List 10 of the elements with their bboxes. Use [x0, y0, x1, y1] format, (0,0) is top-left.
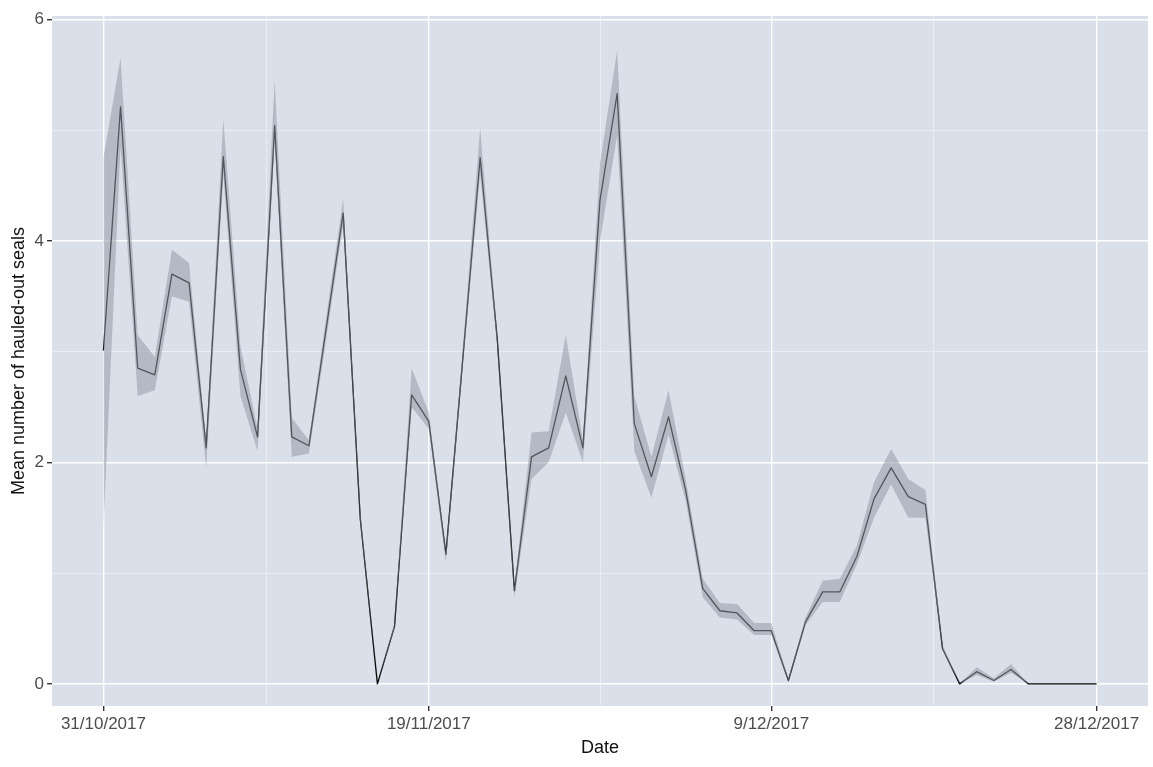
y-tick-label: 0: [34, 673, 45, 693]
y-tick-label: 6: [34, 9, 45, 29]
y-axis-title: Mean number of hauled-out seals: [7, 226, 28, 496]
x-tick-label: 31/10/2017: [60, 713, 146, 733]
x-tick-label: 9/12/2017: [733, 713, 810, 733]
y-tick-label: 4: [34, 230, 45, 250]
x-axis-title: Date: [581, 737, 620, 758]
y-tick-label: 2: [34, 452, 45, 472]
x-tick-label: 28/12/2017: [1054, 713, 1140, 733]
x-tick-label: 19/11/2017: [386, 713, 471, 733]
